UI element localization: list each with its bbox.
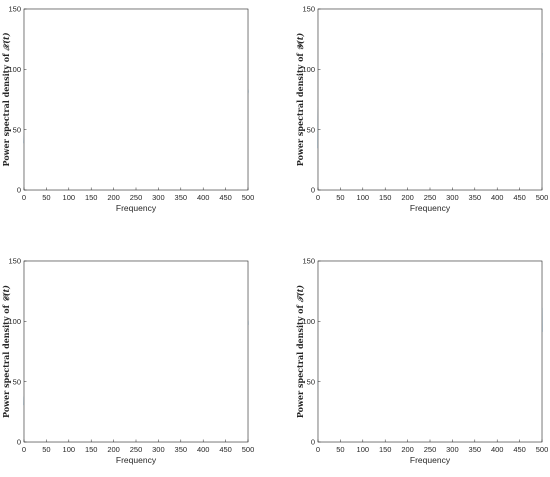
x-tick-label: 450: [219, 445, 232, 454]
x-axis-label: Frequency: [410, 203, 451, 213]
x-tick-label: 150: [85, 445, 98, 454]
y-tick-label: 50: [307, 377, 315, 386]
y-tick-label: 50: [13, 377, 21, 386]
y-axis-label-text: Power spectral density of: [295, 302, 305, 418]
axes-box: [23, 8, 249, 191]
x-tick-label: 200: [401, 445, 414, 454]
x-tick-label: 250: [130, 445, 143, 454]
x-tick-label: 50: [336, 193, 344, 202]
subplot-t: 0 50 100 150 200 250 300 350 400 450 500 0 50 100 150 F…: [295, 257, 548, 465]
y-axis-label-text: Power spectral density of: [295, 50, 305, 166]
y-axis-label-symbol: 𝒳(t): [1, 32, 11, 51]
y-axis-label-text: Power spectral density of: [1, 302, 11, 418]
x-tick-label: 0: [22, 193, 26, 202]
x-tick-label: 350: [175, 193, 188, 202]
y-axis-label: Power spectral density of 𝒳(t): [1, 32, 11, 166]
x-tick-label: 200: [107, 445, 120, 454]
x-tick-label: 500: [536, 193, 549, 202]
y-axis-label-symbol: 𝒯(t): [295, 285, 305, 304]
y-axis-label: Power spectral density of 𝒴(t): [295, 33, 305, 167]
x-tick-label: 450: [513, 193, 526, 202]
x-tick-label: 400: [197, 445, 210, 454]
x-tick-label: 500: [242, 193, 255, 202]
axes-box: [317, 8, 543, 191]
x-axis-label: Frequency: [116, 203, 157, 213]
x-tick-label: 350: [469, 445, 482, 454]
x-tick-label: 0: [316, 193, 320, 202]
y-axis-label: Power spectral density of 𝒞(t): [1, 285, 11, 418]
y-tick-label: 100: [8, 317, 21, 326]
y-tick-label: 150: [8, 257, 21, 266]
y-tick-label: 0: [311, 438, 315, 447]
x-tick-label: 50: [42, 193, 50, 202]
subplot-c: 0 50 100 150 200 250 300 350 400 450 500 0 50 100 150 F…: [1, 257, 254, 465]
x-tick-label: 250: [130, 193, 143, 202]
subplot-x: 0 50 100 150 200 250 300 350 400 450 500 0 50 100 150 F…: [1, 5, 254, 213]
x-tick-label: 150: [85, 193, 98, 202]
y-axis-label-text: Power spectral density of: [1, 51, 11, 167]
y-axis-label-symbol: 𝒞(t): [1, 285, 11, 302]
x-tick-label: 50: [42, 445, 50, 454]
x-tick-label: 100: [63, 445, 76, 454]
x-tick-label: 0: [316, 445, 320, 454]
axes-box: [317, 260, 543, 443]
y-axis-label: Power spectral density of 𝒯(t): [295, 285, 305, 418]
x-tick-label: 400: [491, 445, 504, 454]
x-tick-label: 200: [401, 193, 414, 202]
y-tick-label: 150: [302, 257, 315, 266]
x-tick-label: 250: [424, 193, 437, 202]
x-tick-label: 100: [357, 445, 370, 454]
x-tick-label: 450: [513, 445, 526, 454]
y-tick-label: 100: [302, 65, 315, 74]
y-tick-label: 150: [8, 5, 21, 14]
x-tick-label: 300: [152, 193, 165, 202]
y-tick-label: 50: [13, 125, 21, 134]
x-tick-label: 300: [446, 445, 459, 454]
x-tick-label: 400: [491, 193, 504, 202]
y-tick-label: 0: [17, 186, 21, 195]
x-tick-label: 350: [175, 445, 188, 454]
x-tick-label: 250: [424, 445, 437, 454]
x-axis-label: Frequency: [116, 455, 157, 465]
x-tick-label: 200: [107, 193, 120, 202]
x-tick-label: 500: [242, 445, 255, 454]
y-axis-label-symbol: 𝒴(t): [295, 33, 305, 51]
x-tick-label: 50: [336, 445, 344, 454]
x-tick-label: 400: [197, 193, 210, 202]
x-tick-label: 450: [219, 193, 232, 202]
y-tick-label: 100: [8, 65, 21, 74]
y-tick-label: 50: [307, 125, 315, 134]
y-tick-label: 0: [311, 186, 315, 195]
y-tick-label: 150: [302, 5, 315, 14]
x-axis-label: Frequency: [410, 455, 451, 465]
x-tick-label: 300: [446, 193, 459, 202]
x-tick-label: 100: [357, 193, 370, 202]
x-tick-label: 150: [379, 193, 392, 202]
x-tick-label: 100: [63, 193, 76, 202]
x-tick-label: 0: [22, 445, 26, 454]
axes-box: [23, 260, 249, 443]
x-tick-label: 150: [379, 445, 392, 454]
x-tick-label: 500: [536, 445, 549, 454]
y-tick-label: 100: [302, 317, 315, 326]
x-tick-label: 300: [152, 445, 165, 454]
x-tick-label: 350: [469, 193, 482, 202]
subplot-y: 0 50 100 150 200 250 300 350 400 450 500 0 50 100 150 F…: [295, 5, 548, 213]
y-tick-label: 0: [17, 438, 21, 447]
